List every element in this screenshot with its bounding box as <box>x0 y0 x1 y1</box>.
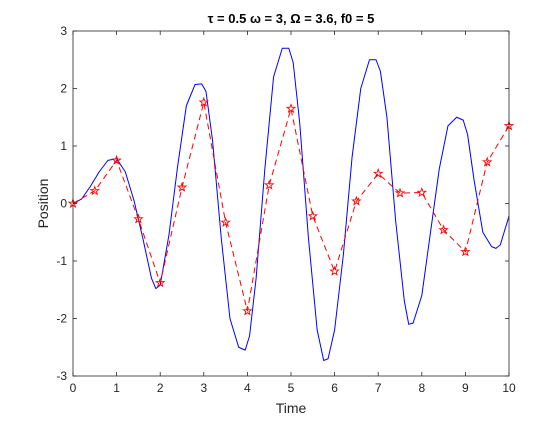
y-tick-label: -3 <box>56 369 67 383</box>
x-tick-label: 10 <box>502 381 516 395</box>
x-tick-label: 3 <box>200 381 207 395</box>
y-tick-label: -2 <box>56 312 67 326</box>
series-2-star-marker <box>154 277 166 288</box>
x-tick-label: 2 <box>157 381 164 395</box>
series-2-star-marker <box>351 195 362 206</box>
y-axis-label: Position <box>35 179 51 229</box>
x-tick-label: 7 <box>375 381 382 395</box>
y-tick-label: 2 <box>60 82 67 96</box>
y-tick-label: 3 <box>60 24 67 38</box>
x-tick-label: 6 <box>331 381 338 395</box>
series-2-star-marker <box>372 168 384 179</box>
x-axis-label: Time <box>276 400 307 416</box>
series-line-1 <box>72 47 510 361</box>
y-tick-label: 1 <box>60 139 67 153</box>
series-2-star-marker <box>285 103 297 114</box>
chart-title: τ = 0.5 ω = 3, Ω = 3.6, f0 = 5 <box>208 11 375 26</box>
x-tick-label: 8 <box>418 381 425 395</box>
plot-area <box>73 31 509 376</box>
x-tick-label: 1 <box>113 381 120 395</box>
series-2-star-marker <box>89 185 101 196</box>
series-2-star-marker <box>438 224 449 235</box>
series-2-star-marker <box>329 265 340 276</box>
x-tick-label: 4 <box>244 381 251 395</box>
y-tick-label: 0 <box>60 197 67 211</box>
series-2-star-marker <box>242 305 253 316</box>
series-2-star-marker <box>111 154 122 165</box>
series-2-star-marker <box>176 181 188 192</box>
x-tick-label: 9 <box>462 381 469 395</box>
series-2-star-marker <box>460 246 471 257</box>
series-2-star-marker <box>133 213 144 224</box>
series-2-star-marker <box>394 187 406 198</box>
series-2-star-marker <box>198 96 210 107</box>
x-tick-label: 5 <box>288 381 295 395</box>
x-tick-label: 0 <box>70 381 77 395</box>
series-2-star-marker <box>481 156 493 167</box>
series-2-star-marker <box>307 210 319 221</box>
y-tick-label: -1 <box>56 254 67 268</box>
series-2-star-marker <box>416 187 428 198</box>
series-2-star-marker <box>263 179 275 190</box>
series-2-star-marker <box>220 216 231 227</box>
ticks-layer: 0 1 2 3 4 5 6 7 8 9 10 -3 -2 -1 0 1 2 3 <box>56 24 516 395</box>
